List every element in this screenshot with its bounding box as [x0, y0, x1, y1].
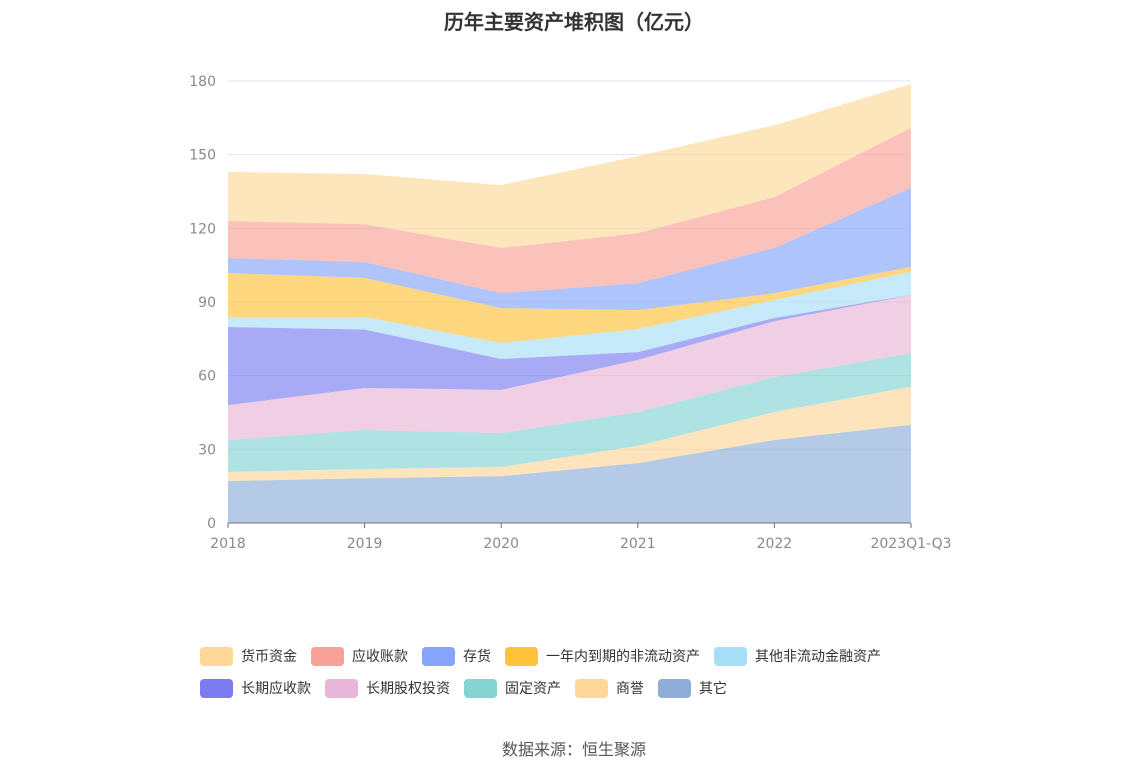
- y-tick-label: 90: [198, 295, 216, 311]
- chart-plot-area: 0 30 60 90 120 150 180 2018 2019 2020 2021 2022 2023…: [189, 74, 951, 552]
- x-tick-label: 2021: [620, 536, 656, 552]
- legend-item[interactable]: 其他非流动金融资产: [714, 646, 881, 666]
- y-tick-label: 120: [189, 221, 216, 237]
- legend-item[interactable]: 其它: [658, 678, 727, 698]
- legend-item[interactable]: 存货: [422, 646, 491, 666]
- legend-item[interactable]: 一年内到期的非流动资产: [505, 646, 700, 666]
- x-tick-label: 2022: [757, 536, 793, 552]
- legend-swatch: [325, 678, 358, 698]
- legend-row: 长期应收款 长期股权投资 固定资产 商誉 其它: [200, 672, 960, 704]
- legend-swatch: [658, 678, 691, 698]
- legend-label: 长期应收款: [241, 681, 311, 697]
- legend-swatch: [311, 646, 344, 666]
- legend-swatch: [575, 678, 608, 698]
- legend-item[interactable]: 应收账款: [311, 646, 408, 666]
- legend: 货币资金 应收账款 存货 一年内到期的非流动资产 其他非流动金融资产 长期应收款 长期股权…: [200, 640, 960, 704]
- legend-label: 商誉: [616, 681, 644, 697]
- legend-label: 其他非流动金融资产: [755, 649, 881, 665]
- legend-item[interactable]: 长期股权投资: [325, 678, 450, 698]
- area-series-9: [228, 83, 911, 248]
- legend-item[interactable]: 货币资金: [200, 646, 297, 666]
- x-tick-label: 2023Q1-Q3: [870, 536, 951, 552]
- y-tick-label: 60: [198, 369, 216, 385]
- chart-title: 历年主要资产堆积图（亿元）: [444, 10, 704, 34]
- legend-item[interactable]: 长期应收款: [200, 678, 311, 698]
- area-series-8: [228, 127, 911, 294]
- x-tick-label: 2019: [347, 536, 383, 552]
- area-series-7: [228, 187, 911, 311]
- legend-label: 一年内到期的非流动资产: [546, 649, 700, 665]
- x-tick-label: 2018: [210, 536, 246, 552]
- data-source-note: 数据来源：恒生聚源: [501, 740, 646, 759]
- legend-swatch: [714, 646, 747, 666]
- legend-label: 应收账款: [352, 649, 408, 665]
- area-series-2: [228, 353, 911, 472]
- area-series-group: [228, 83, 911, 523]
- area-series-5: [228, 271, 911, 359]
- area-series-1: [228, 386, 911, 482]
- axes: 0 30 60 90 120 150 180 2018 2019 2020 2021 2022 2023…: [189, 74, 951, 552]
- legend-row: 货币资金 应收账款 存货 一年内到期的非流动资产 其他非流动金融资产: [200, 640, 960, 672]
- legend-item[interactable]: 固定资产: [464, 678, 561, 698]
- legend-swatch: [200, 646, 233, 666]
- y-tick-label: 150: [189, 148, 216, 164]
- legend-label: 其它: [699, 681, 727, 697]
- legend-swatch: [422, 646, 455, 666]
- legend-swatch: [464, 678, 497, 698]
- legend-label: 长期股权投资: [366, 681, 450, 697]
- legend-label: 存货: [463, 649, 491, 665]
- y-tick-label: 180: [189, 74, 216, 90]
- legend-label: 固定资产: [505, 681, 561, 697]
- y-tick-label: 0: [207, 516, 216, 532]
- legend-swatch: [505, 646, 538, 666]
- area-series-0: [228, 424, 911, 523]
- legend-swatch: [200, 678, 233, 698]
- area-series-4: [228, 294, 911, 406]
- area-series-3: [228, 295, 911, 441]
- y-tick-label: 30: [198, 442, 216, 458]
- area-series-6: [228, 266, 911, 344]
- legend-item[interactable]: 商誉: [575, 678, 644, 698]
- legend-label: 货币资金: [241, 649, 297, 665]
- x-tick-label: 2020: [483, 536, 519, 552]
